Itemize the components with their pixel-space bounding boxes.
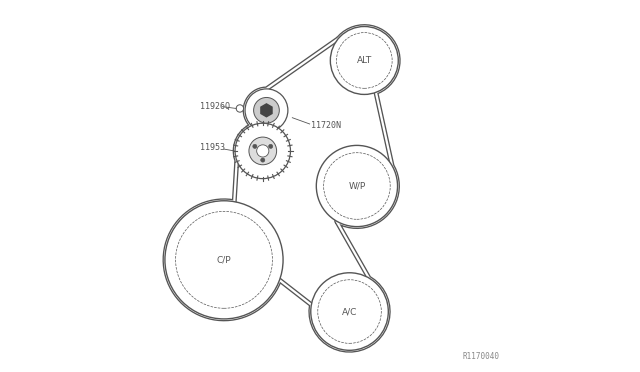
Circle shape <box>165 201 283 319</box>
Circle shape <box>249 137 276 165</box>
Text: W/P: W/P <box>348 182 365 190</box>
Circle shape <box>269 144 273 148</box>
Text: C/P: C/P <box>217 255 231 264</box>
Text: 11720N: 11720N <box>311 121 340 129</box>
Circle shape <box>253 144 257 148</box>
Circle shape <box>236 105 244 112</box>
Polygon shape <box>261 104 272 117</box>
Text: 11926Q: 11926Q <box>200 102 230 111</box>
Text: A/C: A/C <box>342 307 357 316</box>
Text: R1170040: R1170040 <box>462 352 499 361</box>
Circle shape <box>260 158 265 162</box>
Circle shape <box>235 123 291 179</box>
Text: ALT: ALT <box>356 56 372 65</box>
Circle shape <box>316 145 397 227</box>
Circle shape <box>253 97 279 123</box>
Circle shape <box>311 273 388 350</box>
Circle shape <box>330 26 398 94</box>
Text: 11953: 11953 <box>200 143 225 152</box>
Circle shape <box>257 145 269 157</box>
Circle shape <box>245 89 288 132</box>
